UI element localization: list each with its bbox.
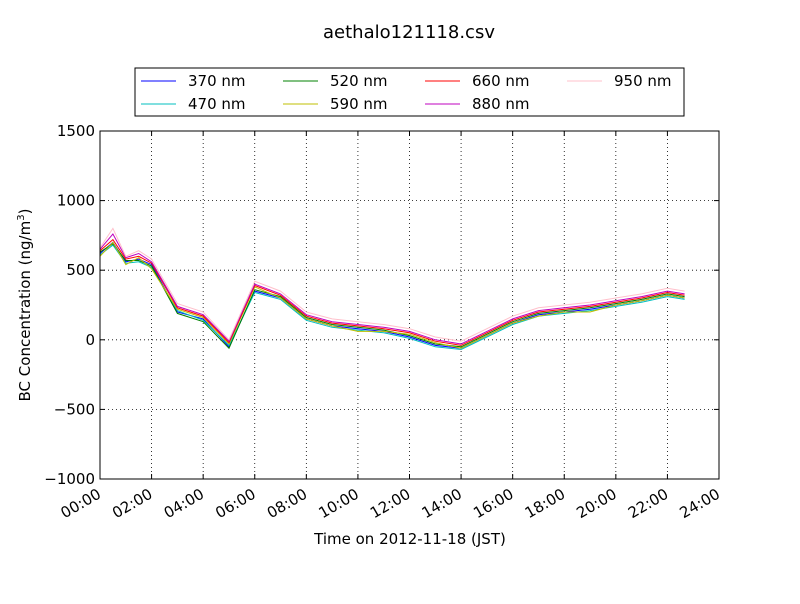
- x-tick-label: 08:00: [264, 485, 310, 522]
- series-line-0: [99, 241, 685, 349]
- series-layer: [99, 227, 685, 351]
- series-line-5: [99, 233, 685, 345]
- y-tick-label: −1000: [44, 470, 95, 488]
- x-tick-label: 14:00: [419, 485, 465, 522]
- x-tick-label: 02:00: [109, 485, 155, 522]
- series-line-4: [99, 238, 685, 346]
- x-axis: 00:00 02:00 04:00 06:00 08:00 10:00 12:00 14:00…: [58, 131, 723, 522]
- series-line-2: [99, 243, 685, 350]
- legend-label-5: 880 nm: [472, 95, 530, 113]
- x-tick-label: 10:00: [315, 485, 361, 522]
- legend-label-1: 470 nm: [188, 95, 246, 113]
- y-axis-label: BC Concentration (ng/m3): [16, 209, 34, 402]
- series-line-1: [99, 244, 685, 351]
- legend-frame: [134, 67, 685, 117]
- x-tick-label: 16:00: [470, 485, 516, 522]
- legend-label-2: 520 nm: [330, 72, 388, 90]
- x-tick-label: 06:00: [212, 485, 258, 522]
- legend-label-4: 660 nm: [472, 72, 530, 90]
- legend-label-0: 370 nm: [188, 72, 246, 90]
- y-tick-label: −500: [54, 400, 95, 418]
- legend-label-3: 590 nm: [330, 95, 388, 113]
- legend-label-6: 950 nm: [614, 72, 672, 90]
- x-axis-label: Time on 2012-11-18 (JST): [313, 530, 506, 548]
- x-tick-label: 18:00: [522, 485, 568, 522]
- y-axis-label-text: BC Concentration (ng/m: [16, 221, 34, 402]
- y-tick-label: 500: [66, 261, 95, 279]
- y-axis-label-sup: 3: [16, 214, 27, 220]
- y-tick-label: 1500: [57, 122, 95, 140]
- series-line-3: [99, 241, 685, 349]
- y-axis-label-close: ): [16, 209, 34, 215]
- x-tick-label: 00:00: [58, 485, 104, 522]
- x-tick-label: 22:00: [625, 485, 671, 522]
- x-tick-label: 24:00: [677, 485, 723, 522]
- y-tick-label: 1000: [57, 192, 95, 210]
- chart-title: aethalo121118.csv: [323, 22, 495, 43]
- x-tick-label: 04:00: [161, 485, 207, 522]
- series-line-6: [99, 227, 685, 342]
- y-axis: −1000 −500 0 500 1000 1500: [44, 122, 719, 488]
- y-tick-label: 0: [85, 331, 95, 349]
- x-tick-label: 12:00: [367, 485, 413, 522]
- x-tick-label: 20:00: [573, 485, 619, 522]
- chart-legend: 370 nm 470 nm 520 nm 590 nm 660 nm 880 nm 950 …: [134, 67, 685, 117]
